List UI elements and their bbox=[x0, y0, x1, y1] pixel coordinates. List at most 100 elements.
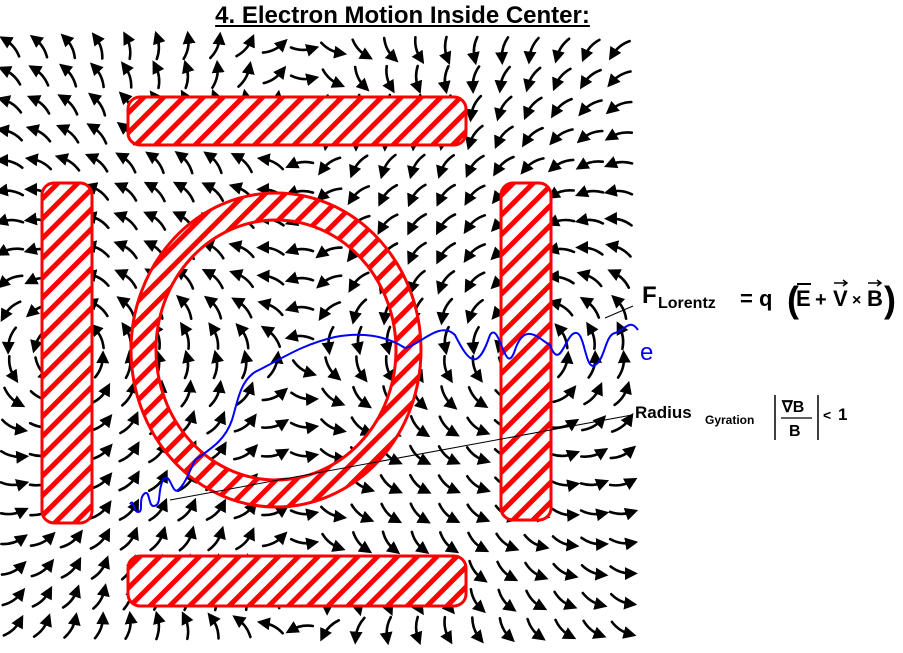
field-arrow bbox=[586, 321, 599, 350]
field-arrow bbox=[321, 68, 346, 88]
field-arrow bbox=[59, 529, 83, 549]
field-arrow bbox=[464, 271, 486, 293]
field-arrow bbox=[233, 413, 257, 433]
field-arrow bbox=[551, 507, 581, 522]
field-arrow bbox=[240, 349, 254, 380]
lorentz-eq: = q bbox=[740, 286, 772, 311]
field-arrow bbox=[153, 30, 166, 61]
field-arrow bbox=[86, 123, 108, 145]
field-arrow bbox=[182, 349, 195, 380]
radius-subscript: Gyration bbox=[705, 413, 754, 427]
field-arrow bbox=[0, 507, 29, 520]
field-arrow bbox=[581, 591, 608, 610]
field-arrow bbox=[466, 65, 481, 94]
field-arrow bbox=[495, 532, 520, 552]
field-arrow bbox=[284, 329, 315, 342]
field-arrow bbox=[143, 211, 167, 231]
field-arrow bbox=[552, 562, 579, 581]
field-arrow bbox=[350, 416, 375, 436]
field-arrow bbox=[320, 619, 341, 642]
field-arrow bbox=[521, 126, 544, 148]
field-arrow bbox=[256, 153, 285, 171]
field-arrow bbox=[0, 560, 27, 576]
field-arrow bbox=[3, 386, 26, 408]
field-arrow bbox=[84, 153, 109, 173]
field-arrow bbox=[147, 469, 168, 492]
field-arrow bbox=[581, 38, 601, 63]
field-arrow bbox=[88, 92, 107, 117]
field-arrow bbox=[465, 446, 491, 465]
lorentz-pointer-line bbox=[604, 305, 634, 319]
field-arrow bbox=[174, 151, 194, 175]
field-arrow bbox=[233, 500, 258, 520]
field-arrow bbox=[574, 212, 605, 226]
field-arrow bbox=[551, 535, 580, 552]
field-arrow bbox=[616, 321, 629, 351]
field-arrow bbox=[435, 213, 457, 236]
field-arrow bbox=[203, 151, 223, 175]
field-arrow bbox=[579, 508, 610, 522]
field-arrow bbox=[616, 349, 631, 379]
radius-denominator: B bbox=[789, 423, 801, 440]
field-arrow bbox=[407, 269, 426, 296]
field-arrow bbox=[611, 294, 628, 320]
field-arrow bbox=[119, 411, 139, 435]
field-arrow bbox=[496, 560, 519, 582]
field-arrow bbox=[379, 474, 403, 494]
field-arrow bbox=[261, 531, 288, 548]
field-arrow bbox=[54, 153, 81, 172]
page-title: 4. Electron Motion Inside Center: bbox=[215, 2, 590, 29]
field-arrow bbox=[580, 536, 609, 551]
field-arrow bbox=[1, 587, 26, 607]
field-arrow bbox=[289, 508, 320, 522]
field-arrow bbox=[285, 156, 315, 169]
field-arrow bbox=[465, 94, 483, 123]
field-arrow bbox=[0, 66, 22, 86]
field-arrow bbox=[284, 242, 315, 255]
field-arrow bbox=[440, 355, 453, 384]
field-arrow bbox=[182, 59, 195, 90]
field-arrow bbox=[229, 269, 254, 289]
field-arrow bbox=[208, 379, 226, 408]
field-arrow bbox=[320, 418, 347, 436]
field-arrow bbox=[61, 584, 81, 609]
field-arrow bbox=[179, 321, 193, 350]
field-arrow bbox=[494, 65, 511, 94]
field-arrow bbox=[603, 183, 634, 197]
field-arrow bbox=[409, 415, 431, 438]
field-arrow bbox=[377, 213, 399, 235]
field-arrow bbox=[552, 385, 577, 404]
field-arrow bbox=[256, 617, 284, 635]
field-arrow bbox=[114, 269, 138, 289]
field-arrow bbox=[493, 155, 515, 177]
field-arrow bbox=[520, 157, 545, 175]
field-arrow bbox=[29, 531, 56, 547]
coil-ring bbox=[129, 191, 423, 509]
lorentz-V: V bbox=[833, 286, 848, 311]
field-arrow bbox=[148, 497, 168, 522]
field-arrow bbox=[351, 38, 373, 60]
field-arrow bbox=[208, 322, 222, 350]
field-arrow bbox=[91, 32, 105, 60]
field-arrow bbox=[28, 65, 50, 87]
field-arrow bbox=[523, 36, 540, 65]
field-arrow bbox=[382, 355, 396, 384]
field-arrow bbox=[353, 65, 370, 92]
field-arrow bbox=[290, 391, 319, 406]
field-arrow bbox=[553, 590, 578, 610]
field-arrow bbox=[115, 152, 137, 174]
field-arrow bbox=[116, 296, 136, 320]
field-arrow bbox=[0, 450, 30, 464]
field-arrow bbox=[89, 527, 111, 550]
field-arrow bbox=[211, 349, 224, 380]
field-arrow bbox=[608, 477, 638, 490]
field-arrow bbox=[316, 274, 343, 289]
field-arrow bbox=[318, 156, 342, 176]
field-arrow bbox=[0, 124, 23, 142]
field-arrow bbox=[546, 186, 575, 199]
field-arrow bbox=[206, 410, 226, 435]
field-arrow bbox=[578, 99, 603, 117]
field-arrow bbox=[211, 59, 225, 89]
field-arrow bbox=[575, 240, 604, 256]
field-arrow bbox=[349, 154, 369, 179]
